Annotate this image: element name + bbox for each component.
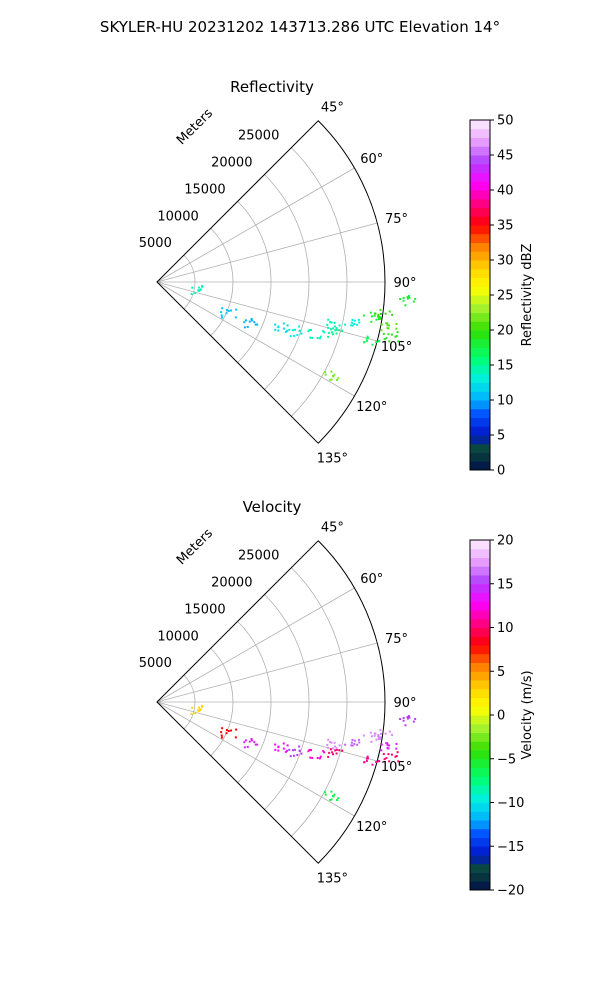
radial-tick-label: 10000 [157, 629, 198, 644]
data-point [243, 317, 259, 329]
sector-frame [156, 120, 386, 444]
data-point [220, 727, 238, 739]
colorbar-tick-label: −10 [497, 796, 524, 811]
angular-gridline [156, 281, 355, 397]
data-point [274, 322, 289, 333]
panel-title: Velocity [243, 498, 302, 516]
radial-axis-label: Meters [174, 526, 216, 568]
theta-tick-label: 60° [360, 572, 383, 587]
colorbar-tick-label: 15 [497, 577, 514, 592]
theta-tick-label: 60° [360, 152, 383, 167]
data-point [382, 331, 400, 343]
data-point [380, 742, 398, 752]
radial-tick-label: 10000 [157, 209, 198, 224]
data-point [243, 737, 259, 749]
theta-tick-label: 120° [356, 400, 387, 415]
colorbar-label: Reflectivity dBZ [520, 244, 535, 347]
data-point [327, 748, 344, 758]
radial-tick-label: 15000 [184, 182, 225, 197]
radial-tick-label: 20000 [211, 156, 252, 171]
colorbar-tick-label: 25 [497, 289, 514, 304]
data-point [344, 318, 361, 327]
colorbar-tick-label: 45 [497, 149, 514, 164]
data-point [307, 748, 326, 760]
data-point [374, 308, 394, 320]
radial-tick-label: 25000 [238, 549, 279, 564]
theta-tick-label: 105° [381, 340, 412, 355]
theta-tick-label: 90° [393, 696, 416, 711]
angular-gridline [156, 701, 378, 762]
colorbar-tick-label: −5 [497, 752, 516, 767]
angular-gridline [156, 701, 355, 817]
colorbar-tick-label: 10 [497, 394, 514, 409]
data-point [380, 322, 398, 332]
polar-panel-1: Reflectivity 5000 10000 15000 20000 25000 Mete… [139, 78, 535, 479]
figure-suptitle: SKYLER-HU 20231202 143713.286 UTC Elevat… [100, 18, 500, 36]
data-point [374, 728, 394, 740]
colorbar-tick-label: 20 [497, 534, 514, 549]
angular-gridline [156, 222, 378, 283]
data-point [190, 705, 204, 716]
theta-tick-label: 105° [381, 760, 412, 775]
radial-tick-label: 15000 [184, 602, 225, 617]
colorbar-tick-label: 0 [497, 709, 505, 724]
colorbar-tick-label: 50 [497, 114, 514, 129]
theta-tick-label: 45° [321, 521, 344, 536]
radial-axis-label: Meters [174, 106, 216, 148]
data-point [326, 318, 341, 330]
data-point [288, 325, 303, 338]
sector-frame [156, 540, 386, 864]
data-point [344, 738, 361, 747]
theta-tick-label: 90° [393, 276, 416, 291]
colorbar-tick-label: 40 [497, 184, 514, 199]
panel-title: Reflectivity [230, 78, 314, 96]
data-point [324, 790, 340, 802]
colorbar-tick-label: 15 [497, 359, 514, 374]
data-point [327, 328, 344, 338]
colorbar-label: Velocity (m/s) [520, 670, 535, 759]
colorbar-tick-label: 35 [497, 219, 514, 234]
data-point [288, 745, 303, 758]
colorbar: 0 5 10 15 20 25 30 35 40 45 50 Reflectivity dBZ [469, 114, 535, 479]
radial-tick-label: 5000 [139, 236, 172, 251]
radial-tick-label: 5000 [139, 656, 172, 671]
angular-gridline [156, 642, 378, 703]
theta-tick-label: 75° [385, 212, 408, 227]
data-point [307, 328, 326, 340]
colorbar-tick-label: 10 [497, 621, 514, 636]
angular-gridline [156, 281, 378, 342]
colorbar: −20 −15 −10 −5 0 5 10 15 20 Velocity (m/s) [469, 534, 535, 899]
data-point [399, 715, 417, 727]
radial-tick-label: 20000 [211, 576, 252, 591]
colorbar-tick-label: 5 [497, 429, 505, 444]
colorbar-tick-label: 5 [497, 665, 505, 680]
data-point [190, 285, 204, 296]
data-point [220, 307, 238, 319]
colorbar-tick-label: 30 [497, 254, 514, 269]
colorbar-tick-label: 0 [497, 464, 505, 479]
theta-tick-label: 45° [321, 101, 344, 116]
data-point [382, 751, 400, 763]
data-point [326, 738, 341, 750]
theta-tick-label: 135° [317, 451, 348, 466]
colorbar-tick-label: −15 [497, 840, 524, 855]
angular-gridline [156, 167, 355, 283]
colorbar-tick-label: −20 [497, 884, 524, 899]
theta-tick-label: 135° [317, 871, 348, 886]
data-point [363, 335, 381, 346]
data-point [324, 370, 340, 382]
radial-tick-label: 25000 [238, 129, 279, 144]
colorbar-tick-label: 20 [497, 324, 514, 339]
data-point [363, 755, 381, 766]
theta-tick-label: 120° [356, 820, 387, 835]
angular-gridline [156, 587, 355, 703]
data-point [274, 742, 289, 753]
data-point [399, 295, 417, 307]
theta-tick-label: 75° [385, 632, 408, 647]
polar-panel-2: Velocity 5000 10000 15000 20000 25000 Meters 45… [139, 498, 535, 899]
